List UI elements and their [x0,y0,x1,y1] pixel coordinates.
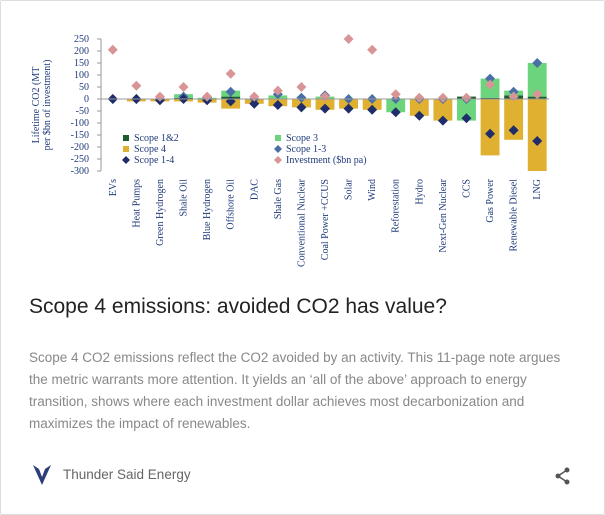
y-tick-label: -300 [71,166,89,177]
diamond [485,73,496,84]
y-axis-label: Lifetime CO2 (MT [31,67,42,144]
diamond [343,34,354,44]
x-tick-label: Solar [344,178,355,200]
bar [527,63,547,97]
y-tick-label: 50 [79,82,89,93]
diamond [461,113,472,124]
diamond [296,82,307,92]
diamond [131,80,142,91]
diamond [485,128,496,139]
article-summary: Scope 4 CO2 emissions reflect the CO2 av… [29,350,561,431]
legend-label: Scope 1-4 [134,155,174,166]
bar [527,99,547,171]
diamond [414,110,425,121]
x-tick-label: Renewable Diesel [509,179,520,252]
legend-label: Scope 3 [286,133,318,144]
x-tick-label: Next-Gen Nuclear [438,178,449,252]
legend-swatch [274,156,282,164]
bar [480,99,500,156]
bar [409,99,429,116]
diamond [225,68,236,79]
bar [362,99,382,110]
article-title[interactable]: Scope 4 emissions: avoided CO2 has value… [29,295,447,318]
diamond [249,98,260,109]
y-tick-label: -50 [76,106,89,117]
diamond [532,58,543,68]
bar [504,99,524,140]
y-tick-label: -150 [71,130,89,141]
y-tick-label: 200 [74,46,89,57]
y-axis-label: per $bn of investment) [42,60,53,151]
x-tick-label: Shale Gas [273,179,284,219]
x-tick-label: CCS [461,179,472,198]
diamond [532,136,543,146]
y-tick-label: 250 [74,34,89,45]
diamond [296,102,307,113]
y-tick-label: 100 [74,70,89,81]
x-tick-label: DAC [249,179,260,200]
x-tick-label: Coal Power +CCUS [320,179,331,260]
diamond [508,125,519,136]
diamond [225,86,236,97]
x-tick-label: Hydro [414,179,425,205]
diamond [532,89,543,100]
diamond [367,104,378,115]
chart: Lifetime CO2 (MT per $bn of investment) -3… [31,34,549,267]
logo [33,465,51,485]
diamond [390,89,401,100]
y-tick-label: 0 [84,94,89,105]
diamond [296,92,307,103]
x-tick-label: LNG [532,179,543,200]
legend-label: Investment ($bn pa) [286,155,367,166]
diamond [272,85,283,96]
diamond [485,79,496,90]
x-tick-label: Reforestation [391,179,402,233]
legend-swatch [122,156,130,164]
diamond [461,92,472,103]
x-tick-label: Green Hydrogen [155,179,166,246]
x-tick-label: Wind [367,179,378,201]
bar [433,99,453,121]
bar [457,99,476,121]
diamond [437,115,448,126]
author[interactable]: Thunder Said Energy [63,467,191,482]
diamond [320,103,330,114]
legend-swatch [275,135,281,141]
legend-swatch [123,135,129,141]
x-tick-label: Offshore Oil [226,179,237,230]
y-tick-label: -100 [71,118,89,129]
x-tick-label: Blue Hydrogen [202,179,213,240]
legend-label: Scope 4 [134,144,166,155]
legend-label: Scope 1&2 [134,133,179,144]
diamond [437,92,448,103]
x-tick-label: EVs [108,179,119,196]
bar [386,99,406,113]
legend-label: Scope 1-3 [286,144,326,155]
x-tick-label: Conventional Nuclear [296,178,307,267]
legend-swatch [274,145,282,153]
x-tick-label: Shale Oil [179,179,190,217]
diamond [390,107,401,118]
bar [480,97,500,99]
diamond [107,44,118,55]
y-tick-label: -250 [71,154,89,165]
diamond [343,103,354,114]
x-tick-label: Heat Pumps [131,179,142,228]
diamond [367,44,378,55]
diamond [272,100,283,110]
diamond [414,92,425,103]
legend-swatch [123,146,129,152]
y-tick-label: -200 [71,142,89,153]
diamond [178,82,189,92]
x-tick-label: Gas Power [485,178,496,222]
share-icon[interactable] [554,467,572,485]
y-tick-label: 150 [74,58,89,69]
